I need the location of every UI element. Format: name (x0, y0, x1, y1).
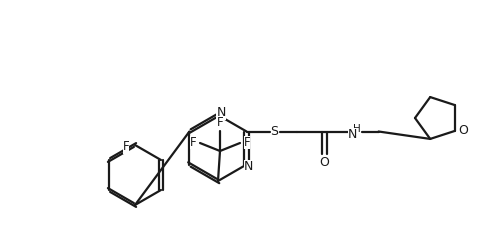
Text: O: O (458, 124, 468, 137)
Text: O: O (319, 156, 329, 169)
Text: N: N (244, 160, 253, 173)
Text: H: H (353, 124, 361, 134)
Text: N: N (348, 128, 357, 141)
Text: F: F (190, 135, 196, 149)
Text: S: S (270, 125, 279, 138)
Text: F: F (122, 140, 129, 154)
Text: F: F (244, 135, 250, 149)
Text: F: F (217, 116, 223, 129)
Text: N: N (216, 106, 226, 119)
